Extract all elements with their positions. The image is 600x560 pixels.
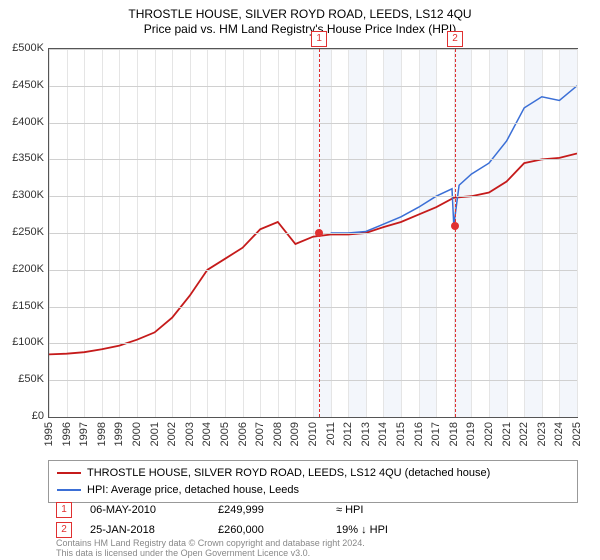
- sale-date: 25-JAN-2018: [90, 524, 200, 536]
- x-axis-label: 2011: [325, 422, 337, 446]
- footer-line1: Contains HM Land Registry data © Crown c…: [56, 538, 570, 548]
- sale-price: £260,000: [218, 524, 318, 536]
- legend-swatch: [57, 472, 81, 474]
- y-axis-label: £50K: [0, 373, 44, 385]
- y-axis-label: £500K: [0, 42, 44, 54]
- y-axis-label: £400K: [0, 116, 44, 128]
- marker-dot-icon: [315, 229, 323, 237]
- sale-marker-icon: 1: [56, 502, 72, 518]
- x-axis-label: 2008: [272, 422, 284, 446]
- x-axis-label: 2012: [342, 422, 354, 446]
- x-axis-label: 2015: [395, 422, 407, 446]
- legend-item: HPI: Average price, detached house, Leed…: [57, 482, 569, 499]
- x-axis-label: 2004: [201, 422, 213, 446]
- x-axis-label: 2009: [289, 422, 301, 446]
- footer-line2: This data is licensed under the Open Gov…: [56, 548, 570, 558]
- x-axis-label: 1997: [78, 422, 90, 446]
- table-row: 2 25-JAN-2018 £260,000 19% ↓ HPI: [48, 520, 578, 540]
- x-axis-label: 2007: [254, 422, 266, 446]
- sale-delta: 19% ↓ HPI: [336, 524, 436, 536]
- marker-tab: 2: [447, 31, 463, 47]
- y-axis-label: £350K: [0, 152, 44, 164]
- x-axis-label: 2018: [448, 422, 460, 446]
- x-axis-label: 2023: [536, 422, 548, 446]
- sale-marker-icon: 2: [56, 522, 72, 538]
- x-axis-label: 2020: [483, 422, 495, 446]
- legend: THROSTLE HOUSE, SILVER ROYD ROAD, LEEDS,…: [48, 460, 578, 503]
- chart-title: THROSTLE HOUSE, SILVER ROYD ROAD, LEEDS,…: [0, 0, 600, 22]
- marker-dot-icon: [451, 222, 459, 230]
- y-axis-label: £200K: [0, 263, 44, 275]
- x-axis-label: 2016: [413, 422, 425, 446]
- legend-label: THROSTLE HOUSE, SILVER ROYD ROAD, LEEDS,…: [87, 465, 490, 482]
- marker-tab: 1: [311, 31, 327, 47]
- x-axis-label: 1995: [43, 422, 55, 446]
- x-axis-label: 1999: [113, 422, 125, 446]
- y-axis-label: £100K: [0, 336, 44, 348]
- series-line: [49, 154, 577, 355]
- footer-note: Contains HM Land Registry data © Crown c…: [48, 538, 578, 559]
- sale-date: 06-MAY-2010: [90, 504, 200, 516]
- y-axis-label: £450K: [0, 79, 44, 91]
- y-axis-label: £150K: [0, 300, 44, 312]
- sale-delta: ≈ HPI: [336, 504, 436, 516]
- x-axis-label: 2021: [501, 422, 513, 446]
- legend-item: THROSTLE HOUSE, SILVER ROYD ROAD, LEEDS,…: [57, 465, 569, 482]
- y-axis-label: £0: [0, 410, 44, 422]
- sales-table: 1 06-MAY-2010 £249,999 ≈ HPI 2 25-JAN-20…: [48, 500, 578, 540]
- y-axis-label: £300K: [0, 189, 44, 201]
- x-axis-label: 2010: [307, 422, 319, 446]
- chart-subtitle: Price paid vs. HM Land Registry's House …: [0, 22, 600, 40]
- legend-swatch: [57, 489, 81, 491]
- x-axis-label: 2025: [571, 422, 583, 446]
- chart-container: THROSTLE HOUSE, SILVER ROYD ROAD, LEEDS,…: [0, 0, 600, 560]
- sale-price: £249,999: [218, 504, 318, 516]
- y-axis-label: £250K: [0, 226, 44, 238]
- x-axis-label: 2006: [237, 422, 249, 446]
- x-axis-label: 2001: [149, 422, 161, 446]
- x-axis-label: 2000: [131, 422, 143, 446]
- legend-label: HPI: Average price, detached house, Leed…: [87, 482, 299, 499]
- plot-area: 12: [48, 48, 578, 418]
- x-axis-label: 2005: [219, 422, 231, 446]
- x-axis-label: 2013: [360, 422, 372, 446]
- x-axis-label: 2024: [553, 422, 565, 446]
- x-axis-label: 2019: [465, 422, 477, 446]
- x-axis-label: 2014: [377, 422, 389, 446]
- table-row: 1 06-MAY-2010 £249,999 ≈ HPI: [48, 500, 578, 520]
- x-axis-label: 2003: [184, 422, 196, 446]
- x-axis-label: 1998: [96, 422, 108, 446]
- x-axis-label: 2002: [166, 422, 178, 446]
- x-axis-label: 2017: [430, 422, 442, 446]
- x-axis-label: 2022: [518, 422, 530, 446]
- x-axis-label: 1996: [61, 422, 73, 446]
